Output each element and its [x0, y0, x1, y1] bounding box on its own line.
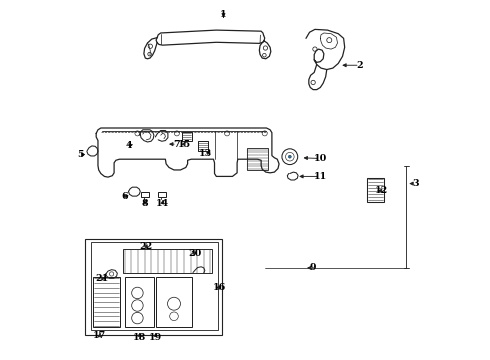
- Bar: [141, 192, 149, 197]
- Text: 22: 22: [140, 242, 153, 251]
- Bar: [93, 277, 120, 327]
- Text: 7: 7: [173, 140, 180, 149]
- Bar: [181, 132, 192, 141]
- Text: 4: 4: [125, 141, 132, 150]
- Text: 20: 20: [188, 249, 201, 258]
- Text: 3: 3: [412, 179, 418, 188]
- Bar: [125, 277, 153, 327]
- Bar: [197, 140, 208, 151]
- Bar: [158, 192, 166, 197]
- Bar: [247, 148, 269, 170]
- Bar: [123, 249, 212, 273]
- Bar: [367, 178, 384, 202]
- Bar: [91, 242, 218, 330]
- Text: 2: 2: [356, 61, 363, 70]
- Text: 13: 13: [199, 149, 212, 158]
- Text: 1: 1: [220, 10, 227, 19]
- Text: 17: 17: [93, 332, 106, 341]
- Text: 12: 12: [375, 186, 388, 195]
- Bar: [85, 239, 221, 335]
- Text: 19: 19: [149, 333, 162, 342]
- Text: 14: 14: [156, 199, 169, 208]
- Text: 10: 10: [314, 154, 327, 163]
- Bar: [156, 277, 192, 327]
- Text: 11: 11: [314, 172, 327, 181]
- Text: 5: 5: [77, 150, 83, 159]
- Circle shape: [289, 155, 291, 158]
- Text: 18: 18: [133, 333, 146, 342]
- Text: 9: 9: [310, 264, 317, 273]
- Text: 8: 8: [141, 199, 148, 208]
- Text: 6: 6: [122, 192, 128, 201]
- Text: 21: 21: [95, 274, 108, 283]
- Text: 16: 16: [213, 283, 226, 292]
- Text: 15: 15: [177, 140, 191, 149]
